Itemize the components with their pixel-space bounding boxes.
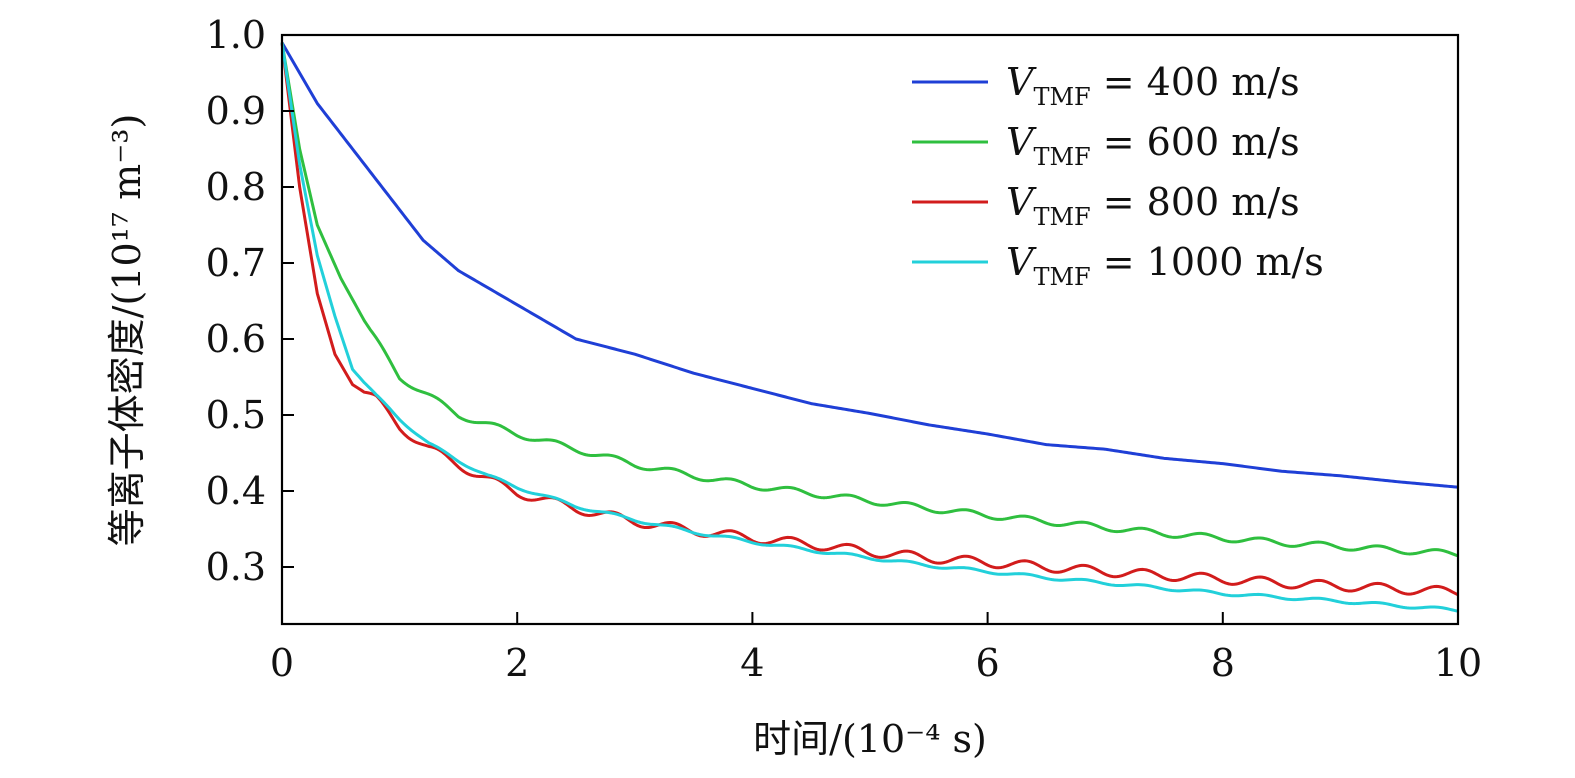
legend-subscript: TMF: [1033, 143, 1090, 171]
legend-entry-0: VTMF = 400 m/s: [1006, 60, 1300, 111]
series-line-0: [280, 41, 1459, 489]
legend-value: = 600 m/s: [1091, 120, 1300, 164]
x-tick-label: 2: [505, 641, 529, 685]
legend-subscript: TMF: [1033, 83, 1090, 111]
legend-value: = 400 m/s: [1091, 60, 1300, 104]
series-line-2: [280, 42, 1459, 597]
series-line-1: [280, 42, 1459, 558]
series-line-3: [280, 42, 1459, 613]
y-tick-label: 0.9: [206, 89, 266, 133]
legend-var: V: [1006, 240, 1037, 284]
legend-var: V: [1006, 60, 1037, 104]
y-tick-label: 0.4: [206, 469, 266, 513]
y-tick-label: 1.0: [206, 13, 266, 57]
legend-value: = 800 m/s: [1091, 180, 1300, 224]
legend-entry-2: VTMF = 800 m/s: [1006, 180, 1300, 231]
tick-layer: 0 2 4 6 8 10 0.3 0.4 0.5 0.6 0.7 0.8 0.9 1.0: [206, 13, 1483, 685]
y-tick-label: 0.5: [206, 393, 266, 437]
x-tick-label: 6: [976, 641, 1000, 685]
y-tick-label: 0.6: [206, 317, 266, 361]
x-tick-label: 10: [1434, 641, 1482, 685]
legend-entry-1: VTMF = 600 m/s: [1006, 120, 1300, 171]
legend-entry-3: VTMF = 1000 m/s: [1006, 240, 1324, 291]
x-axis-label: 时间/(10⁻⁴ s): [753, 717, 987, 761]
y-axis-label: 等离子体密度/(10¹⁷ m⁻³): [105, 114, 149, 547]
x-tick-label: 4: [740, 641, 764, 685]
legend-var: V: [1006, 120, 1037, 164]
plot-frame: [280, 33, 1460, 626]
y-tick-label: 0.8: [206, 165, 266, 209]
legend-subscript: TMF: [1033, 203, 1090, 231]
legend-var: V: [1006, 180, 1037, 224]
x-tick-label: 8: [1211, 641, 1235, 685]
legend-value: = 1000 m/s: [1091, 240, 1324, 284]
x-tick-label: 0: [270, 641, 294, 685]
legend-subscript: TMF: [1033, 263, 1090, 291]
series-layer: [280, 41, 1459, 613]
y-tick-label: 0.7: [206, 241, 266, 285]
y-tick-label: 0.3: [206, 545, 266, 589]
